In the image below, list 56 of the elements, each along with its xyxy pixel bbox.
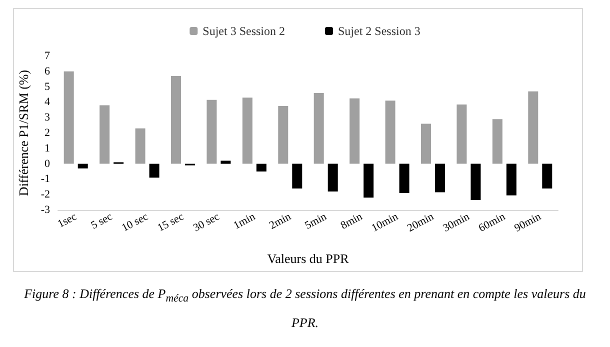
x-tick-label: 5 sec (89, 210, 114, 232)
y-tick-label: -3 (40, 204, 50, 216)
bar (256, 164, 266, 172)
bar (206, 100, 217, 164)
bar (506, 164, 516, 196)
bar (135, 128, 146, 164)
y-tick-label: 1 (44, 142, 50, 154)
bar (399, 164, 410, 194)
y-tick-label: 7 (44, 50, 50, 62)
bar (350, 98, 360, 164)
bar (492, 119, 502, 164)
x-tick-label: 30min (441, 210, 472, 234)
x-axis-title: Valeurs du PPR (267, 251, 350, 266)
bar (421, 124, 431, 164)
bar (149, 164, 160, 178)
bar (470, 164, 481, 200)
x-tick-label: 90min (512, 210, 544, 234)
x-tick-label: 8min (338, 210, 365, 232)
bar (328, 164, 338, 192)
y-tick-label: -1 (40, 173, 50, 186)
x-tick-label: 15 sec (156, 210, 186, 234)
bar (171, 76, 181, 164)
x-tick-label: 5min (303, 210, 330, 232)
y-tick-label: 6 (44, 65, 50, 78)
legend-label: Sujet 3 Session 2 (202, 24, 285, 38)
y-tick-label: 5 (44, 80, 50, 93)
x-tick-label: 10min (370, 210, 401, 234)
x-tick-label: 60min (476, 210, 508, 234)
bar (292, 164, 302, 188)
legend-label: Sujet 2 Session 3 (338, 24, 420, 38)
y-tick-label: 2 (44, 127, 50, 139)
bar (385, 100, 396, 164)
x-tick-label: 30 sec (191, 210, 222, 234)
x-tick-label: 1sec (56, 210, 79, 230)
bar (364, 164, 374, 198)
x-tick-label: 2min (267, 210, 294, 232)
bar (64, 71, 74, 164)
x-tick-label: 10 sec (120, 210, 150, 234)
y-tick-label: 0 (44, 158, 50, 170)
x-tick-label: 20min (405, 210, 436, 234)
bar (78, 164, 88, 168)
bar (542, 164, 552, 188)
bar (456, 104, 467, 164)
bar (528, 91, 538, 164)
bar (100, 105, 110, 164)
bar (435, 164, 445, 192)
x-tick-label: 1min (232, 210, 258, 232)
bar (242, 98, 252, 164)
y-axis-title: Différence P1/SRM (%) (16, 70, 31, 196)
y-tick-label: -2 (40, 188, 50, 201)
bar (314, 92, 324, 164)
y-tick-label: 4 (44, 96, 50, 108)
bar (278, 106, 288, 164)
y-tick-label: 3 (44, 112, 50, 124)
caption: Figure 8 : Différences de P$_{méca}$ observées lors de 2 sessions différentes en prenant en compte les valeurs du PPR. (23, 285, 587, 332)
bar (220, 160, 231, 164)
